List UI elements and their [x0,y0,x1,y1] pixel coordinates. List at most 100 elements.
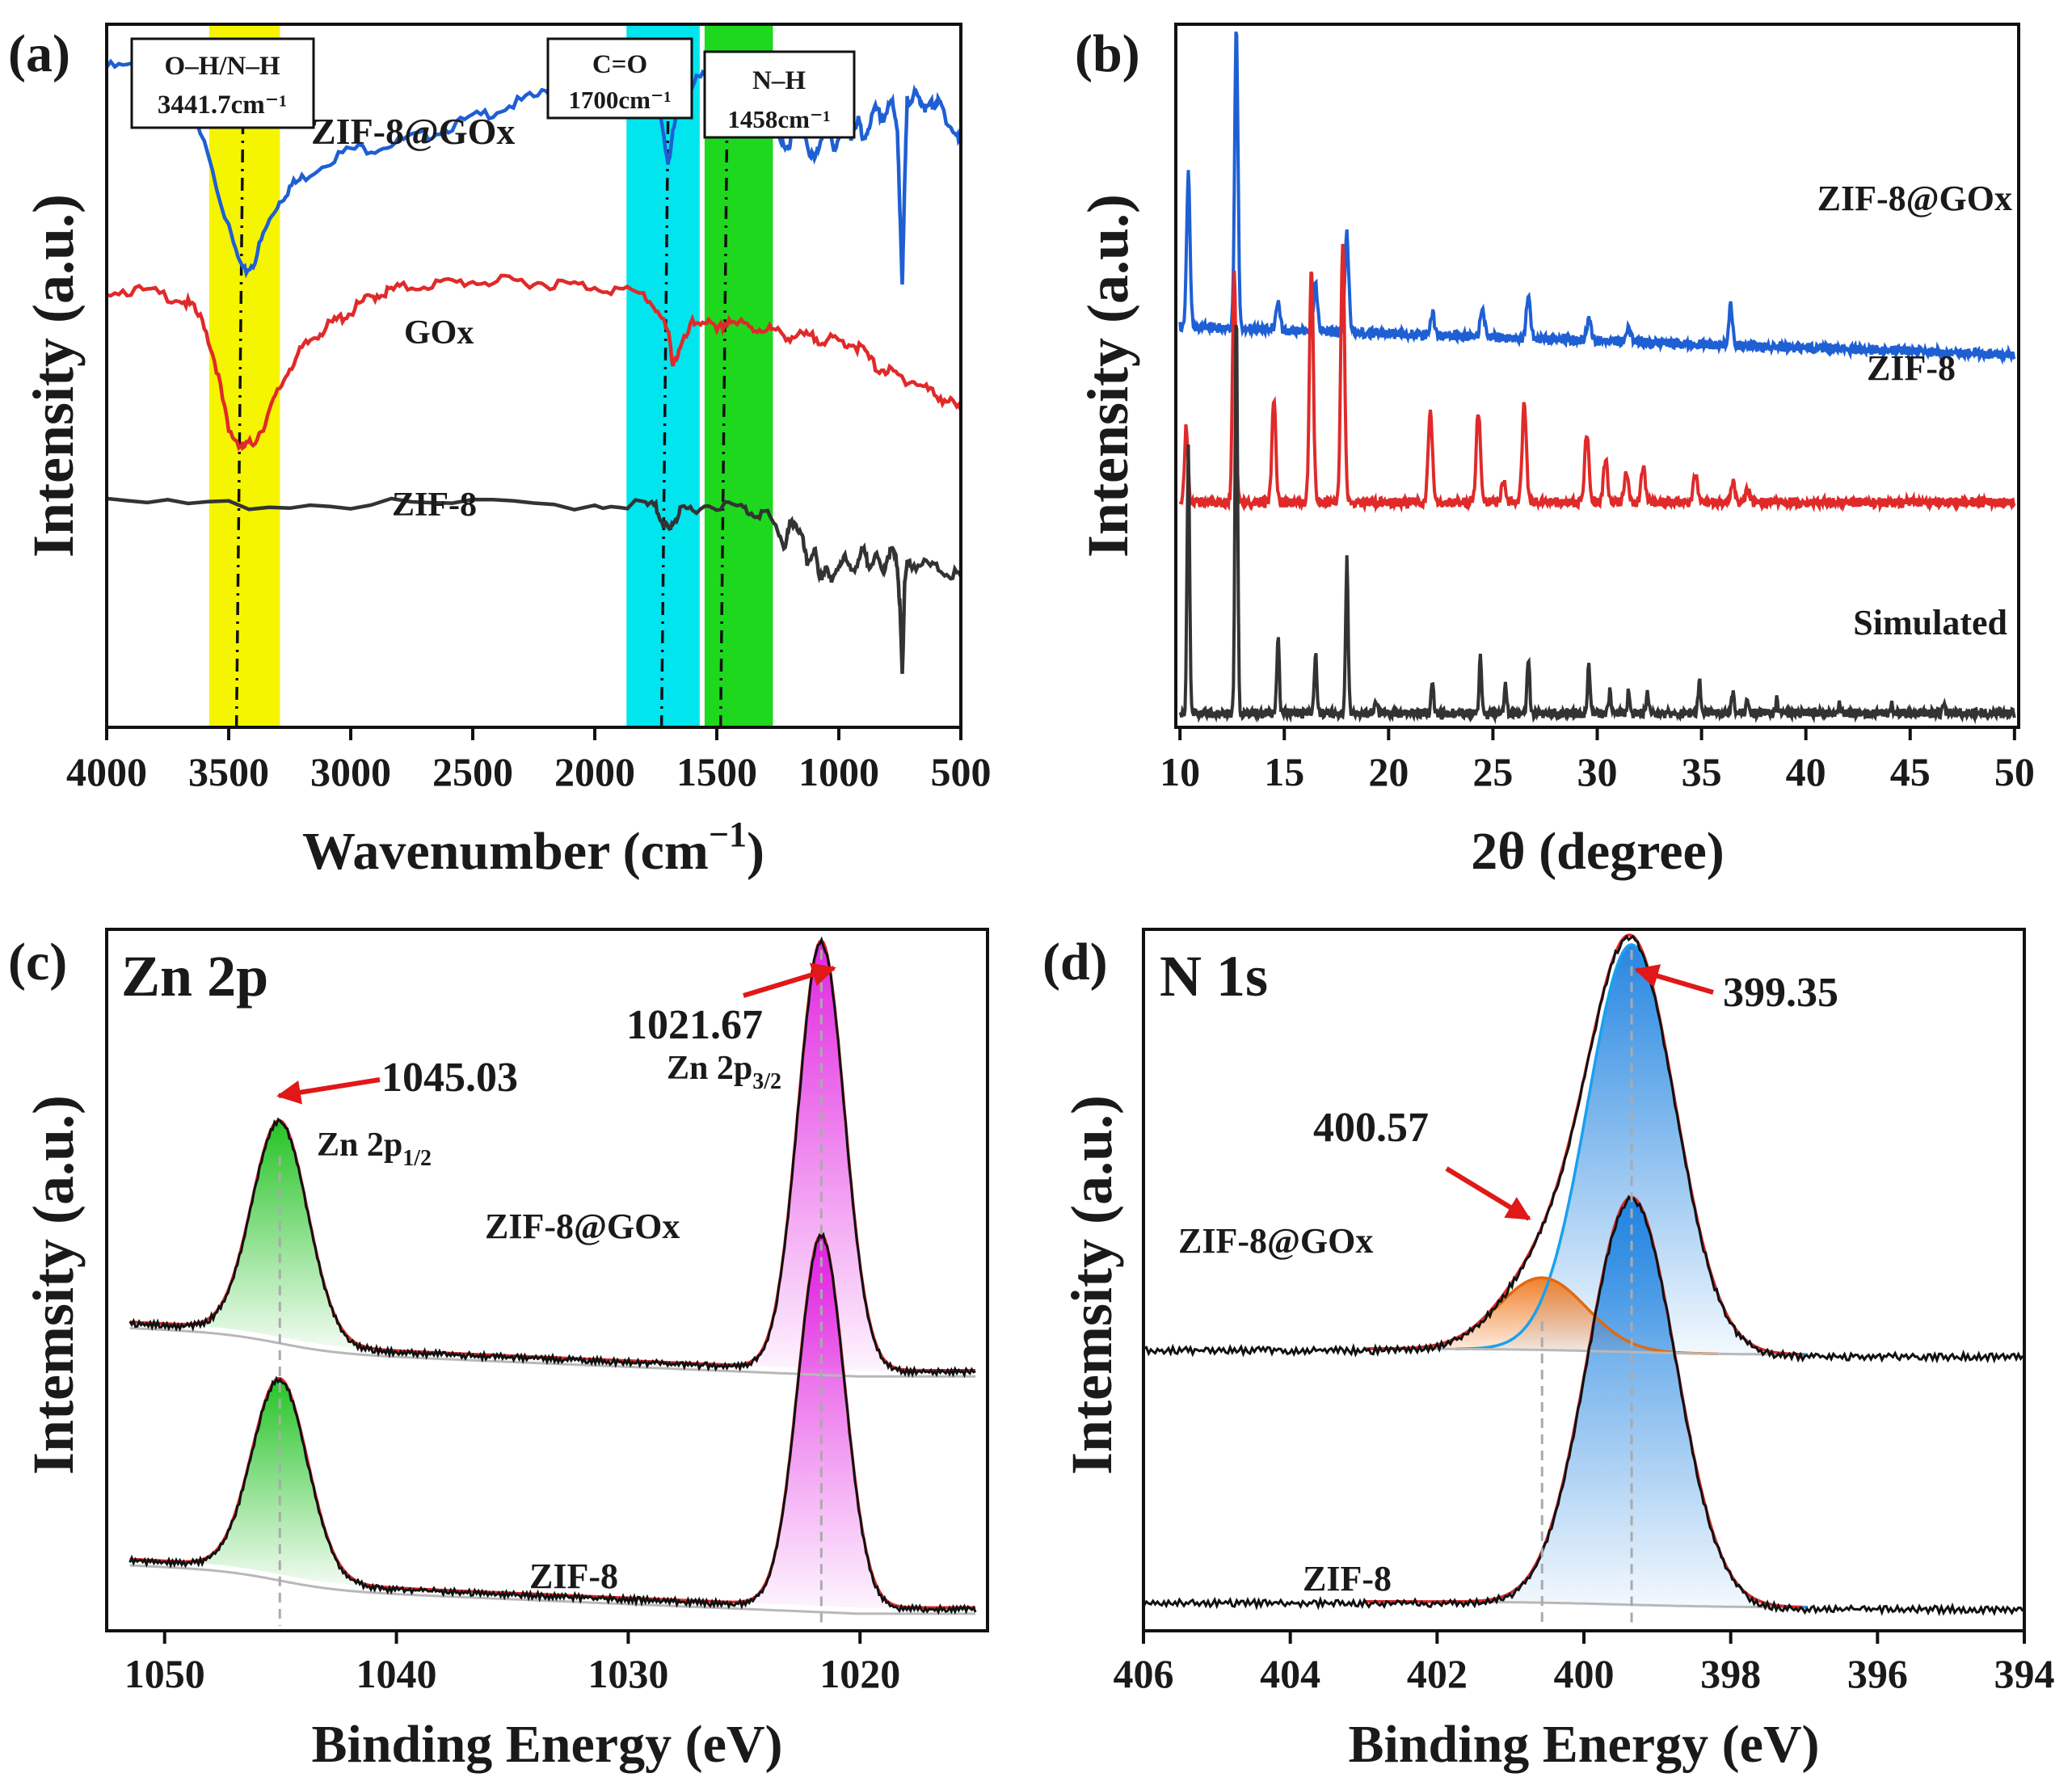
band-n-h [704,24,773,727]
tick-label: 2000 [554,749,635,794]
annotation-text: 3441.7cm⁻¹ [158,91,287,120]
series-label-zif8: ZIF-8 [1867,348,1956,388]
tick-label: 1500 [676,749,757,794]
component-fill-399-35-bottom [1455,1197,1808,1607]
tick-label: 45 [1890,749,1931,794]
panel-c-guides [278,950,823,1626]
plot-frame [105,23,962,729]
panel-d: 406 404 402 400 398 396 394 (d) N 1s Bin… [1042,928,2055,1774]
tick-label: 402 [1407,1651,1468,1696]
series-label-zif8: ZIF-8 [529,1556,618,1596]
tick-label: 500 [931,749,992,794]
background-line [129,1327,976,1378]
series-line-zif8 [128,1232,977,1615]
series-line-zif8-gox [128,936,976,1379]
tick-label: 20 [1368,749,1409,794]
background-line [1395,1347,1790,1356]
annotation-value: 399.35 [1723,970,1838,1016]
series-label-zif8: ZIF-8 [1303,1559,1392,1598]
series-line-zif8 [106,496,963,674]
component-fill-400-57-top [1366,1278,1719,1354]
panel-c-ticks [162,1631,862,1644]
panel-d-tick-labels: 406 404 402 400 398 396 394 [1114,1651,2055,1696]
annotation-text: 1458cm⁻¹ [727,105,830,133]
series-line-simulated [1178,324,2016,725]
annotation-arrow [276,1077,381,1105]
tick-label: 400 [1554,1651,1615,1696]
annotation-arrow [1634,964,1714,995]
panel-title: Zn 2p [121,944,268,1009]
tick-label: 2500 [432,749,513,794]
panel-d-guides [1540,950,1633,1626]
panel-c: 1050 1040 1030 1020 (c) Zn 2p Binding En… [8,928,989,1774]
band-oh-nh [208,24,280,727]
y-axis-label: Intensity (a.u.) [1076,194,1140,558]
panel-label: (d) [1042,933,1108,992]
y-axis-label: Intensity (a.u.) [21,194,86,558]
annotation-value: 1045.03 [381,1055,518,1101]
series-line-zif8-gox [1178,31,2016,365]
series-line-gox [106,273,963,452]
tick-label: 30 [1577,749,1618,794]
x-axis-label: 2θ (degree) [1471,822,1725,881]
annotation-text: 1700cm⁻¹ [568,86,671,114]
annotation-value: 400.57 [1313,1105,1429,1151]
series-label-zif8-gox: ZIF-8@GOx [1817,179,2012,218]
panel-a: 4000 3500 3000 2500 2000 1500 1000 500 (… [8,23,992,881]
tick-label: 394 [1994,1651,2055,1696]
tick-label: 50 [1994,749,2035,794]
panel-b-ticks [1178,727,2016,740]
series-label-gox: GOx [404,314,474,352]
marker-line-n-h [718,120,729,728]
panel-a-ticks [105,727,962,740]
panel-d-fills [1366,944,1808,1607]
series-line-zif8-gox [1143,934,2024,1364]
tick-label: 25 [1472,749,1513,794]
tick-label: 3000 [310,749,391,794]
series-label-zif8-gox: ZIF-8@GOx [485,1207,680,1246]
marker-box-n-h: N–H 1458cm⁻¹ [703,50,856,139]
annotation-box [546,37,693,120]
tick-label: 1040 [356,1651,437,1696]
panel-b-tick-labels: 10 15 20 25 30 35 40 45 50 [1160,749,2035,794]
panel-label: (a) [8,24,70,83]
x-axis-label: Binding Energy (eV) [311,1715,782,1774]
annotation-box [130,37,315,129]
tick-label: 1030 [587,1651,668,1696]
panel-c-fills [175,941,925,1608]
tick-label: 15 [1264,749,1304,794]
annotation-text: O–H/N–H [164,52,280,81]
panel-a-tick-labels: 4000 3500 3000 2500 2000 1500 1000 500 [66,749,992,794]
tick-label: 406 [1114,1651,1174,1696]
tick-label: 398 [1700,1651,1761,1696]
marker-line-c-o [659,120,670,728]
tick-label: 10 [1160,749,1200,794]
tick-label: 404 [1260,1651,1320,1696]
panel-label: (c) [8,933,67,992]
tick-label: 35 [1682,749,1722,794]
panel-title: N 1s [1160,944,1268,1009]
panel-d-ticks [1142,1631,2026,1644]
tick-label: 1020 [819,1651,900,1696]
series-line-zif8 [1143,1194,2024,1617]
plot-frame [105,928,989,1632]
series-label-zif8-gox: ZIF-8@GOx [1178,1221,1373,1261]
panel-a-marker-lines [234,120,729,728]
panel-c-raw [128,936,977,1615]
series-label-zif8-gox: ZIF-8@GOx [311,111,515,152]
tick-label: 1000 [798,749,879,794]
series-line-zif8 [1178,243,2016,514]
tick-label: 40 [1786,749,1826,794]
panel-b: 10 15 20 25 30 35 40 45 50 (b) 2θ (degre… [1075,23,2035,881]
panel-b-series [1178,31,2016,725]
tick-label: 396 [1847,1651,1908,1696]
marker-box-oh-nh: O–H/N–H 3441.7cm⁻¹ [130,37,315,129]
y-axis-label: Intemsity (a.u.) [21,1095,86,1475]
x-axis-label: Wavenumber (cm−1) [302,815,764,881]
panel-label: (b) [1075,24,1140,83]
peak-label-zn2p12: Zn 2p1/2 [317,1127,432,1171]
peak-label-zn2p32: Zn 2p3/2 [667,1050,781,1094]
annotation-box [703,50,856,139]
panel-d-raw [1143,934,2024,1617]
